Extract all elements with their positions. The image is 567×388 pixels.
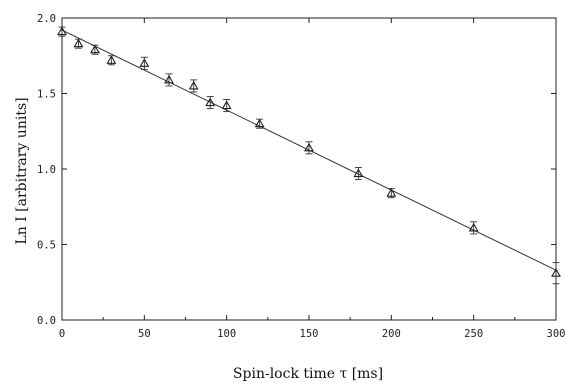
y-tick-label: 1.0	[37, 164, 56, 176]
y-axis-title: Ln I [arbitrary units]	[14, 97, 30, 244]
data-point	[188, 80, 199, 90]
x-tick-label: 150	[300, 328, 319, 340]
plot-frame	[61, 17, 557, 321]
data-point	[164, 74, 174, 84]
data-point	[57, 26, 67, 36]
data-point	[386, 188, 397, 197]
data-point	[221, 100, 232, 110]
plot-area: 0 50 100 150 200 250 300 0.0 0.5 1.0 1.5 2.0	[37, 13, 565, 340]
y-tick-label: 0.0	[37, 315, 56, 327]
x-tick-label: 50	[138, 328, 151, 340]
data-point	[353, 168, 364, 178]
y-tick-label: 1.5	[37, 89, 56, 101]
data-point	[89, 44, 100, 54]
data-point	[254, 118, 265, 128]
x-tick-label: 200	[382, 328, 401, 340]
data-point	[106, 55, 117, 64]
data-point	[205, 97, 216, 107]
data-point	[73, 38, 84, 48]
x-tick-label: 300	[547, 328, 566, 340]
data-point	[551, 268, 561, 277]
y-tick-label: 2.0	[37, 13, 56, 25]
y-tick-label: 0.5	[37, 240, 56, 252]
x-tick-label: 250	[464, 328, 483, 340]
data-point	[304, 142, 314, 152]
x-axis-title: Spin-lock time τ [ms]	[233, 366, 383, 382]
x-tick-label: 100	[217, 328, 236, 340]
data-point	[468, 222, 479, 232]
data-point	[139, 58, 150, 67]
x-tick-label: 0	[59, 328, 65, 340]
